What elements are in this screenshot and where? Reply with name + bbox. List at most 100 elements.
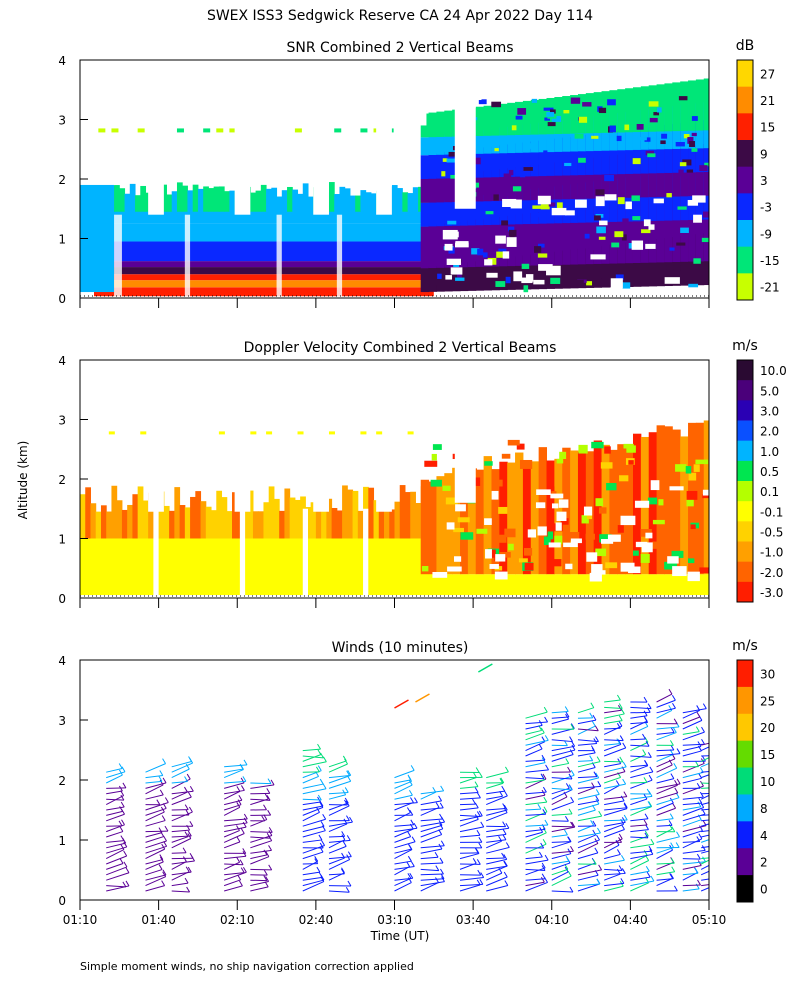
snr-cell	[675, 141, 685, 147]
snr-cell	[622, 282, 631, 289]
snr-gap	[221, 60, 230, 126]
doppler-cell	[221, 497, 228, 539]
wind-barb-flag	[439, 823, 444, 830]
doppler-cell	[321, 498, 327, 539]
wind-barb	[656, 778, 675, 784]
wind-barb-flag	[645, 865, 650, 872]
wind-barb	[145, 775, 163, 779]
snr-cell	[653, 112, 660, 116]
doppler-cell	[483, 456, 492, 575]
snr-cell	[197, 188, 204, 212]
snr-gap	[591, 60, 600, 83]
doppler-cell	[284, 488, 291, 539]
doppler-cell	[442, 485, 451, 491]
wind-barb	[171, 860, 195, 865]
wind-barb-flag	[543, 796, 548, 803]
wind-barb	[656, 847, 674, 854]
snr-cell	[661, 190, 670, 194]
wind-barb-flag	[618, 833, 623, 840]
wind-barb	[459, 884, 481, 892]
y-tick-label: 4	[58, 354, 66, 368]
snr-cell	[598, 236, 606, 240]
wind-barb	[630, 738, 646, 741]
doppler-cell	[591, 441, 604, 449]
wind-barb	[486, 872, 503, 881]
snr-cell	[648, 85, 658, 132]
wind-barb-flag	[236, 786, 241, 792]
wind-barb	[603, 785, 620, 795]
wind-barb	[459, 853, 480, 860]
wind-barb-flag	[316, 866, 321, 873]
snr-cell	[402, 192, 409, 212]
doppler-cell	[444, 574, 453, 596]
wind-barb	[700, 864, 709, 870]
colorbar-label: 2	[760, 856, 768, 870]
wind-barb	[328, 856, 352, 860]
wind-barb-flag	[239, 859, 244, 866]
wind-barb	[682, 872, 699, 876]
wind-barb-flag	[596, 834, 600, 841]
wind-barb-flag	[595, 736, 599, 742]
doppler-cell	[116, 500, 123, 539]
snr-cell	[632, 87, 642, 133]
wind-barb-flag	[243, 813, 248, 820]
snr-cell	[551, 115, 562, 122]
wind-barb-flag	[702, 756, 706, 762]
wind-barb	[394, 769, 415, 779]
panel-title-winds: Winds (10 minutes)	[332, 640, 469, 656]
doppler-cell	[595, 498, 604, 507]
wind-barb	[394, 824, 414, 827]
doppler-cell	[174, 487, 181, 539]
wind-barb-flag	[188, 756, 192, 762]
wind-barb-flag	[318, 834, 323, 841]
doppler-cell	[695, 422, 705, 575]
snr-cell	[452, 198, 461, 226]
doppler-cell	[632, 574, 642, 596]
wind-barb-flag	[719, 815, 722, 820]
wind-barb-flag	[503, 871, 508, 878]
wind-barb	[551, 853, 571, 860]
colorbar-swatch	[737, 166, 753, 194]
snr-cell	[648, 198, 658, 263]
snr-cell	[482, 252, 488, 258]
snr-cell	[370, 193, 377, 212]
snr-cell	[442, 158, 448, 162]
doppler-cell	[347, 489, 354, 539]
wind-barb-flag	[699, 825, 703, 831]
snr-gap	[604, 194, 617, 201]
wind-barb	[145, 848, 165, 860]
wind-barb	[525, 794, 546, 800]
wind-barb-flag	[620, 878, 625, 884]
snr-cell	[467, 196, 477, 226]
snr-gap	[506, 237, 517, 247]
doppler-gap	[432, 571, 448, 578]
wind-barb	[630, 880, 655, 887]
wind-barb-flag	[164, 825, 169, 832]
wind-barb-flag	[321, 840, 326, 846]
wind-barb	[459, 791, 479, 795]
doppler-cell	[601, 574, 610, 596]
wind-barb	[682, 743, 705, 746]
snr-cell	[255, 190, 262, 212]
snr-cell	[229, 128, 237, 133]
colorbar-label: -0.1	[760, 505, 783, 519]
wind-barb	[145, 820, 166, 827]
wind-barb-flag	[187, 866, 192, 873]
wind-barb	[486, 790, 505, 795]
snr-cell	[192, 184, 199, 212]
doppler-cell	[399, 485, 406, 539]
doppler-cell	[648, 574, 658, 596]
snr-heatmap	[80, 60, 709, 298]
colorbar-swatch	[737, 86, 753, 114]
snr-cell	[584, 233, 590, 239]
wind-barb	[682, 806, 701, 811]
snr-cell	[614, 231, 624, 238]
snr-gap	[502, 198, 517, 208]
colorbar-label: 30	[760, 667, 775, 681]
doppler-cell	[368, 487, 375, 539]
doppler-cell	[515, 574, 524, 596]
snr-cell	[537, 212, 543, 218]
wind-barb-flag	[672, 702, 676, 709]
snr-cell	[522, 190, 532, 225]
snr-band	[94, 261, 434, 268]
